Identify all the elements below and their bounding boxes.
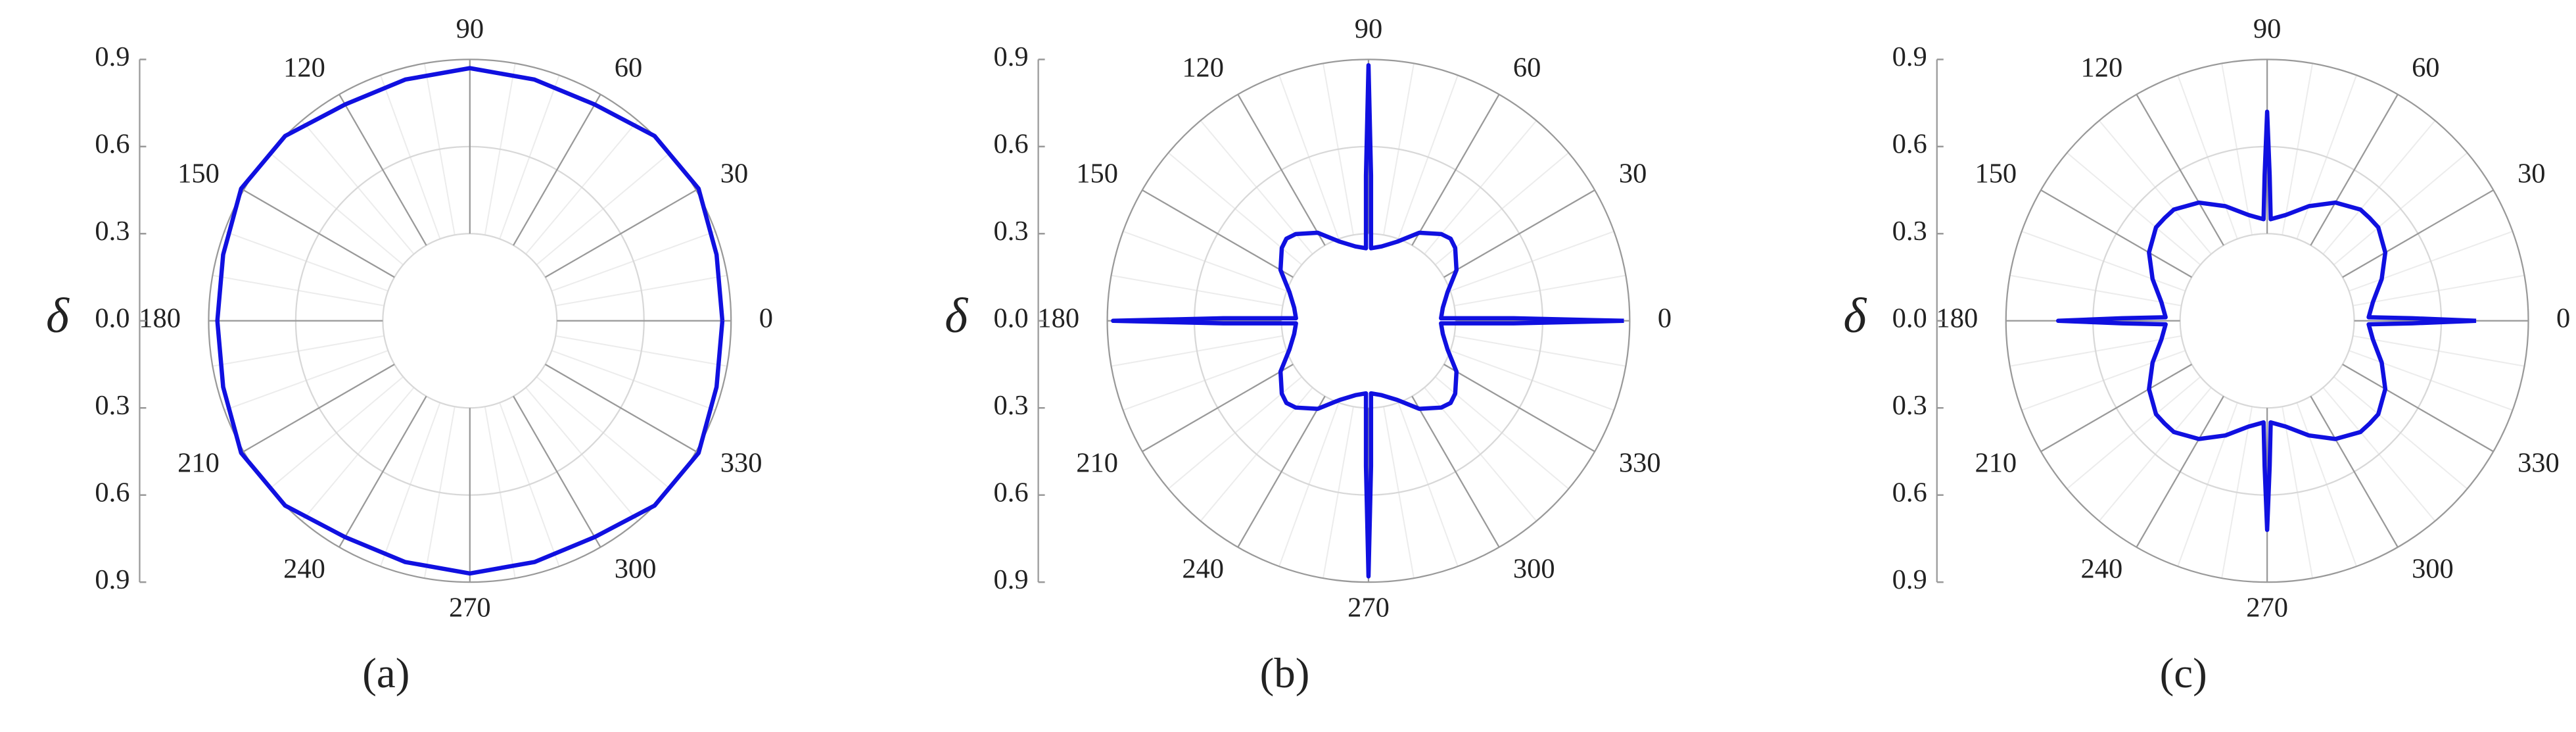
angle-label: 240 — [2080, 553, 2122, 584]
angle-label: 240 — [283, 553, 325, 584]
r-tick-label: 0.0 — [1892, 303, 1927, 334]
angle-label: 240 — [1182, 553, 1224, 584]
r-tick-label: 0.6 — [1892, 477, 1927, 508]
r-tick-label: 0.9 — [95, 41, 129, 72]
data-line — [2055, 109, 2477, 532]
panel-label: (a) — [362, 650, 410, 697]
spoke — [243, 189, 395, 278]
angle-label: 330 — [2517, 447, 2560, 478]
r-tick-label: 0.9 — [994, 41, 1029, 72]
y-axis-label: δ — [46, 289, 70, 343]
angle-label: 300 — [615, 553, 657, 584]
spoke — [513, 94, 601, 246]
spoke — [1443, 364, 1595, 452]
angle-label: 180 — [1936, 303, 1979, 334]
spoke — [544, 364, 697, 452]
angle-label: 90 — [456, 14, 484, 45]
r-tick-label: 0.3 — [994, 390, 1029, 421]
spoke — [1411, 94, 1500, 246]
r-tick-label: 0.6 — [95, 129, 129, 160]
grid-circle — [2179, 233, 2355, 409]
angle-label: 30 — [2517, 159, 2545, 189]
spoke — [2310, 395, 2399, 548]
angle-label: 270 — [2246, 592, 2288, 623]
r-tick-label: 0.9 — [994, 564, 1029, 595]
grid-circle — [1280, 233, 1457, 409]
angle-label: 0 — [759, 303, 773, 334]
r-tick-label: 0.3 — [994, 216, 1029, 247]
spoke — [2040, 189, 2192, 278]
spoke — [513, 395, 601, 548]
angle-label: 0 — [2556, 303, 2570, 334]
r-tick-label: 0.6 — [994, 129, 1029, 160]
spoke — [1142, 364, 1294, 452]
angle-label: 30 — [720, 159, 748, 189]
spoke — [2136, 94, 2224, 246]
angle-label: 120 — [2080, 53, 2122, 84]
spoke — [2136, 395, 2224, 548]
r-tick-label: 0.3 — [1892, 216, 1927, 247]
r-tick-label: 0.3 — [95, 390, 129, 421]
r-tick-label: 0.3 — [95, 216, 129, 247]
spoke — [2310, 94, 2399, 246]
r-tick-label: 0.9 — [1892, 564, 1927, 595]
angle-label: 180 — [1037, 303, 1079, 334]
angle-label: 120 — [283, 53, 325, 84]
angle-label: 210 — [1975, 447, 2017, 478]
spoke — [1237, 395, 1326, 548]
angle-label: 270 — [449, 592, 491, 623]
angle-label: 150 — [1975, 159, 2017, 189]
spoke — [339, 94, 427, 246]
r-tick-label: 0.3 — [1892, 390, 1927, 421]
angle-label: 210 — [177, 447, 220, 478]
angle-label: 60 — [615, 53, 642, 84]
angle-label: 300 — [1513, 553, 1555, 584]
angle-label: 300 — [2412, 553, 2454, 584]
spoke — [243, 364, 395, 452]
angle-label: 330 — [720, 447, 762, 478]
y-axis-label: δ — [945, 289, 968, 343]
angle-label: 90 — [2253, 14, 2281, 45]
angle-label: 0 — [1658, 303, 1672, 334]
angle-label: 30 — [1619, 159, 1647, 189]
data-line — [215, 66, 725, 576]
panel-label: (c) — [2160, 650, 2207, 697]
angle-label: 120 — [1182, 53, 1224, 84]
spoke — [1443, 189, 1595, 278]
spoke — [1411, 395, 1500, 548]
angle-label: 90 — [1355, 14, 1382, 45]
angle-label: 60 — [2412, 53, 2439, 84]
data-line — [1111, 62, 1624, 579]
angle-label: 330 — [1619, 447, 1661, 478]
grid-circle — [382, 233, 558, 409]
r-tick-label: 0.6 — [95, 477, 129, 508]
spoke — [2342, 364, 2494, 452]
spoke — [1237, 94, 1326, 246]
y-axis-label: δ — [1843, 289, 1867, 343]
spoke — [339, 395, 427, 548]
angle-label: 150 — [1076, 159, 1118, 189]
spoke — [544, 189, 697, 278]
angle-label: 270 — [1347, 592, 1390, 623]
panel-label: (b) — [1260, 650, 1310, 697]
r-tick-label: 0.0 — [994, 303, 1029, 334]
r-tick-label: 0.6 — [994, 477, 1029, 508]
spoke — [2342, 189, 2494, 278]
r-tick-label: 0.6 — [1892, 129, 1927, 160]
angle-label: 150 — [177, 159, 220, 189]
r-tick-label: 0.9 — [1892, 41, 1927, 72]
r-tick-label: 0.0 — [95, 303, 129, 334]
spoke — [1142, 189, 1294, 278]
spoke — [2040, 364, 2192, 452]
angle-label: 180 — [139, 303, 181, 334]
r-tick-label: 0.9 — [95, 564, 129, 595]
angle-label: 60 — [1513, 53, 1541, 84]
angle-label: 210 — [1076, 447, 1118, 478]
